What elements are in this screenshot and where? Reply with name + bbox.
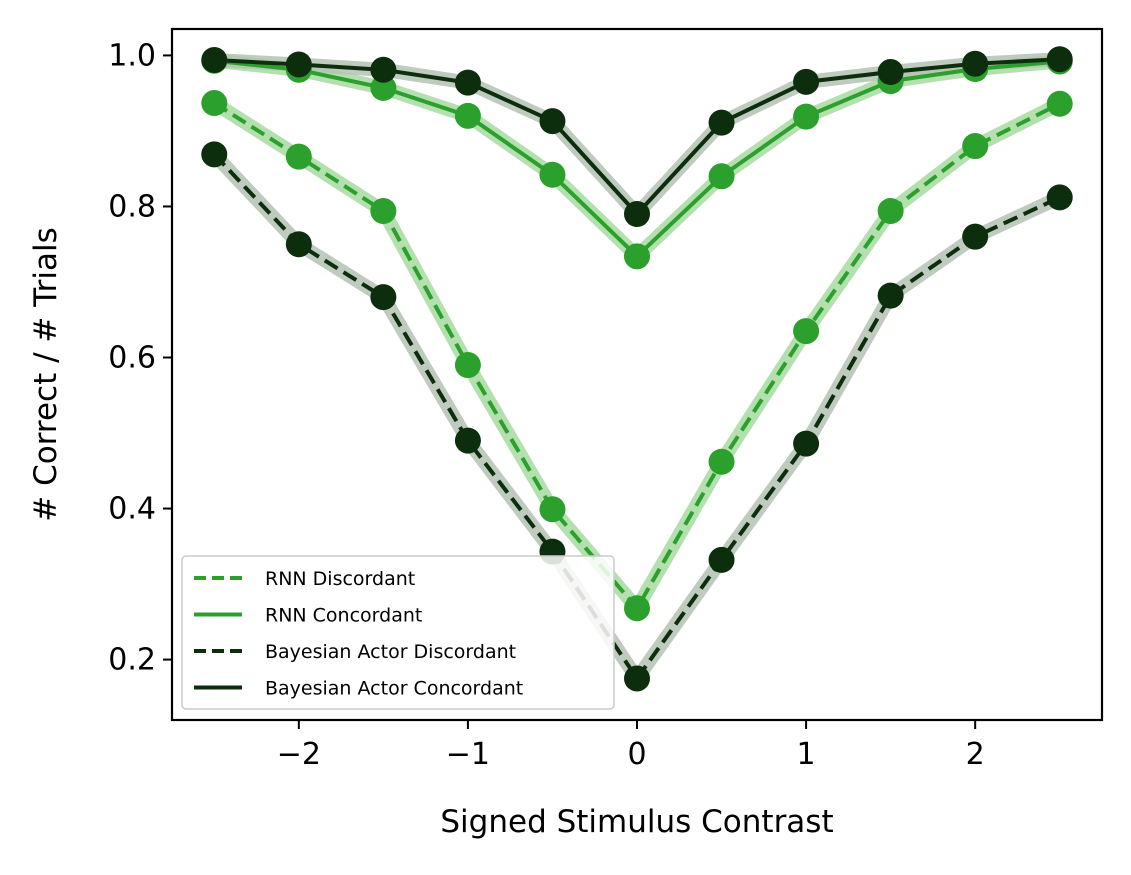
data-point-s2-9 (962, 223, 989, 250)
data-point-s2-1 (285, 231, 312, 258)
data-point-s2-8 (877, 282, 904, 309)
data-point-s1-6 (708, 163, 735, 190)
data-point-s2-6 (708, 546, 735, 573)
axes: −2 −1 0 1 2 0.2 0.4 0.6 0.8 1.0 (108, 27, 1104, 772)
data-point-s3-0 (201, 46, 228, 73)
x-tick-label: 0 (627, 737, 646, 772)
data-point-s3-10 (1046, 46, 1073, 73)
data-point-s0-3 (454, 352, 481, 379)
data-point-s0-0 (201, 90, 228, 117)
data-point-s1-3 (454, 102, 481, 129)
legend-label-1: RNN Concordant (265, 605, 422, 627)
y-tick-label: 0.8 (108, 189, 156, 224)
data-point-s2-10 (1046, 184, 1073, 211)
data-point-s1-5 (624, 243, 650, 270)
x-tick-label: 2 (966, 737, 985, 772)
data-point-s0-7 (793, 318, 820, 345)
data-point-s1-2 (370, 74, 397, 101)
data-point-s3-8 (877, 59, 904, 86)
data-point-s0-1 (285, 143, 312, 170)
data-point-s0-2 (370, 198, 397, 225)
data-point-s3-5 (624, 201, 650, 228)
legend-label-3: Bayesian Actor Concordant (265, 678, 523, 700)
data-point-s2-2 (370, 284, 397, 311)
data-point-s3-6 (708, 109, 735, 136)
x-tick-label: 1 (797, 737, 816, 772)
y-tick-label: 0.6 (108, 341, 156, 376)
data-point-s2-7 (793, 430, 820, 457)
data-point-s3-4 (539, 108, 566, 135)
data-point-s1-4 (539, 161, 566, 188)
legend-label-0: RNN Discordant (265, 568, 415, 590)
y-tick-label: 0.2 (108, 643, 156, 678)
data-point-s3-9 (962, 50, 989, 77)
data-point-s1-7 (793, 103, 820, 130)
legend: RNN Discordant RNN Concordant Bayesian Act… (181, 555, 615, 710)
y-tick-label: 0.4 (108, 492, 156, 527)
y-tick-label: 1.0 (108, 38, 156, 73)
data-point-s3-2 (370, 56, 397, 83)
y-axis-label: # Correct / # Trials (28, 227, 64, 521)
data-point-s0-6 (708, 448, 735, 475)
x-tick-label: −1 (446, 737, 490, 772)
series-line-2 (212, 153, 1061, 681)
x-axis-label: Signed Stimulus Contrast (440, 804, 833, 840)
legend-label-2: Bayesian Actor Discordant (265, 641, 516, 663)
data-point-s0-10 (1046, 90, 1073, 117)
data-point-s2-5 (624, 665, 650, 692)
data-points (201, 46, 1073, 692)
data-point-s3-1 (285, 51, 312, 78)
x-tick-label: −2 (277, 737, 321, 772)
data-point-s0-5 (624, 595, 650, 622)
data-point-s0-9 (962, 133, 989, 160)
legend-box (181, 555, 615, 710)
data-point-s0-4 (539, 496, 566, 523)
data-point-s0-8 (877, 198, 904, 225)
data-point-s3-3 (454, 69, 481, 96)
data-point-s3-7 (793, 68, 820, 95)
data-point-s2-0 (201, 141, 228, 168)
data-point-s2-3 (454, 427, 481, 454)
